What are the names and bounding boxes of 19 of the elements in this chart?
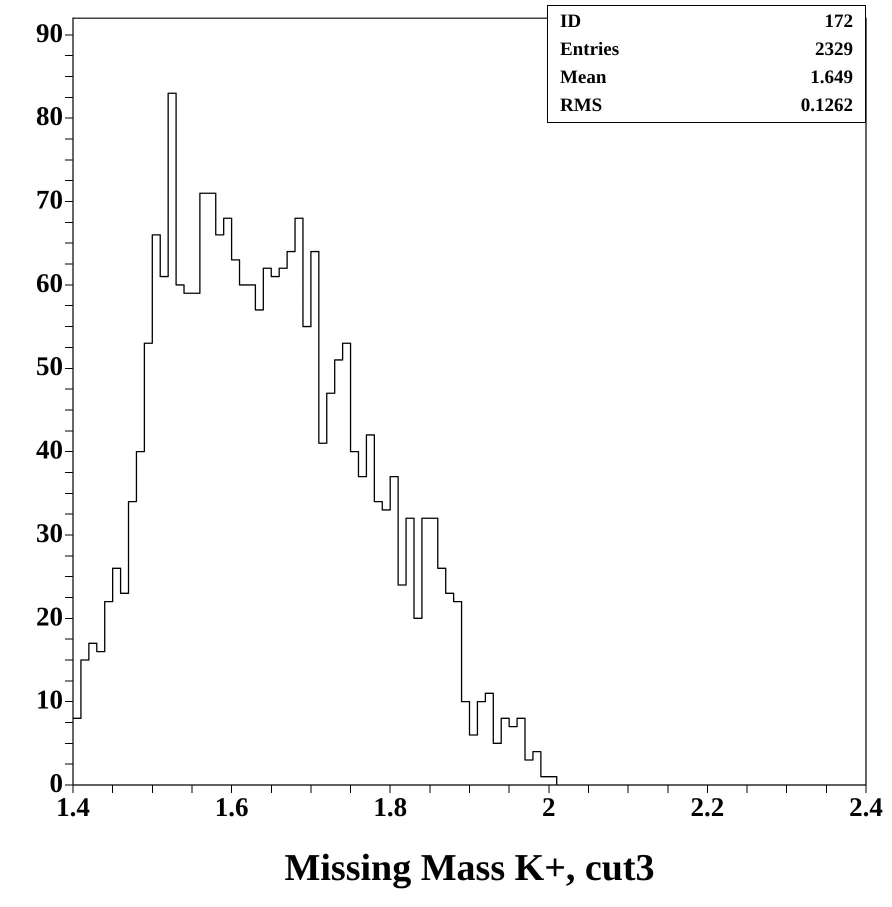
- y-tick-label: 70: [36, 184, 63, 215]
- y-tick-label: 60: [36, 268, 63, 298]
- text: Mean 1.649: [560, 67, 853, 88]
- x-tick-label: 2.2: [690, 792, 724, 822]
- x-axis-title: Missing Mass K+, cut3: [284, 847, 654, 890]
- y-tick-label: 50: [36, 351, 63, 382]
- x-tick-label: 2: [542, 792, 556, 822]
- y-tick-label: 90: [36, 18, 63, 48]
- x-tick-label: 1.8: [373, 792, 408, 822]
- y-tick-label: 30: [36, 518, 63, 548]
- x-tick-label: 2.4: [849, 792, 883, 822]
- y-tick-label: 40: [36, 434, 63, 465]
- text: Entries 2329: [560, 39, 853, 60]
- text: ID 172: [560, 11, 853, 32]
- y-tick-label: 80: [36, 101, 63, 132]
- y-tick-label: 20: [36, 601, 63, 632]
- x-tick-label: 1.6: [214, 792, 248, 822]
- y-tick-label: 10: [36, 684, 63, 715]
- text: RMS 0.1262: [560, 95, 853, 116]
